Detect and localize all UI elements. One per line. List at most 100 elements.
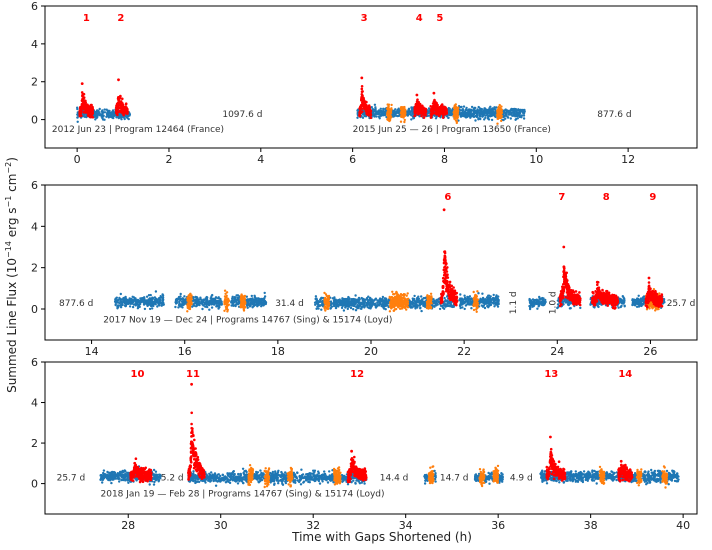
quiescent-point bbox=[411, 299, 415, 302]
quiescent-point bbox=[123, 296, 126, 300]
quiescent-point bbox=[210, 306, 214, 309]
quiescent-point bbox=[622, 299, 626, 302]
quiescent-point bbox=[357, 296, 361, 300]
quiescent-point bbox=[361, 116, 365, 120]
quiescent-point bbox=[521, 109, 524, 113]
quiescent-point bbox=[179, 298, 182, 302]
quiescent-point bbox=[458, 304, 462, 308]
quiescent-point bbox=[443, 296, 446, 300]
highlight-point bbox=[455, 112, 459, 115]
quiescent-point bbox=[76, 116, 79, 119]
quiescent-point bbox=[159, 302, 163, 305]
quiescent-point bbox=[528, 307, 532, 311]
quiescent-point bbox=[96, 110, 100, 114]
quiescent-point bbox=[432, 298, 435, 301]
flare-point bbox=[420, 110, 423, 113]
flare-point bbox=[114, 106, 118, 109]
quiescent-point bbox=[383, 113, 387, 117]
highlight-point bbox=[241, 299, 244, 303]
flare-point bbox=[81, 106, 84, 110]
quiescent-point bbox=[316, 302, 320, 306]
quiescent-point bbox=[110, 114, 113, 118]
quiescent-point bbox=[473, 112, 476, 115]
quiescent-point bbox=[489, 110, 492, 113]
quiescent-point bbox=[479, 113, 483, 116]
quiescent-point bbox=[348, 303, 351, 306]
quiescent-point bbox=[374, 297, 378, 300]
quiescent-point bbox=[492, 301, 496, 305]
highlight-point bbox=[498, 103, 501, 107]
flare-point bbox=[359, 105, 363, 109]
highlight-point bbox=[390, 103, 393, 107]
quiescent-point bbox=[124, 304, 127, 308]
quiescent-point bbox=[178, 300, 181, 304]
highlight-point bbox=[190, 301, 193, 304]
quiescent-point bbox=[420, 298, 424, 301]
quiescent-point bbox=[484, 110, 487, 113]
highlight-point bbox=[326, 307, 330, 311]
flare-point bbox=[82, 92, 86, 96]
flare-label-2: 2 bbox=[117, 13, 124, 24]
quiescent-point bbox=[161, 299, 165, 303]
quiescent-point bbox=[214, 297, 217, 300]
quiescent-point bbox=[470, 297, 473, 300]
quiescent-point bbox=[246, 298, 249, 301]
quiescent-point bbox=[489, 114, 492, 118]
quiescent-point bbox=[119, 292, 123, 296]
quiescent-point bbox=[198, 298, 201, 301]
quiescent-point bbox=[522, 112, 526, 115]
highlight-point bbox=[186, 299, 189, 302]
highlight-point bbox=[386, 107, 389, 110]
quiescent-point bbox=[356, 116, 359, 120]
flare-label-3: 3 bbox=[361, 13, 368, 24]
highlight-point bbox=[223, 309, 226, 312]
flare-point bbox=[419, 105, 422, 109]
highlight-point bbox=[497, 116, 500, 120]
quiescent-point bbox=[481, 301, 484, 304]
highlight-point bbox=[404, 109, 407, 112]
quiescent-point bbox=[515, 117, 518, 121]
quiescent-point bbox=[197, 301, 201, 305]
highlight-point bbox=[390, 307, 393, 310]
quiescent-point bbox=[362, 305, 366, 308]
quiescent-point bbox=[354, 294, 357, 297]
quiescent-point bbox=[542, 297, 545, 300]
flare-point bbox=[121, 97, 124, 101]
quiescent-point bbox=[124, 299, 127, 303]
highlight-point bbox=[391, 290, 394, 293]
quiescent-point bbox=[407, 109, 410, 112]
quiescent-point bbox=[382, 300, 386, 304]
quiescent-point bbox=[505, 111, 508, 114]
quiescent-point bbox=[462, 105, 466, 108]
quiescent-point bbox=[623, 304, 626, 307]
quiescent-point bbox=[481, 305, 485, 308]
quiescent-point bbox=[432, 300, 435, 303]
flare-point bbox=[118, 95, 122, 98]
quiescent-point bbox=[467, 302, 470, 306]
quiescent-point bbox=[117, 116, 121, 120]
quiescent-point bbox=[178, 305, 182, 308]
quiescent-point bbox=[318, 304, 322, 307]
quiescent-point bbox=[119, 300, 122, 303]
quiescent-point bbox=[376, 112, 379, 116]
flare-point bbox=[437, 109, 441, 112]
quiescent-point bbox=[338, 300, 341, 303]
quiescent-point bbox=[253, 298, 256, 301]
flare-peak-point bbox=[415, 93, 419, 97]
quiescent-point bbox=[463, 307, 466, 311]
highlight-point bbox=[226, 297, 230, 300]
quiescent-point bbox=[232, 300, 236, 303]
highlight-point bbox=[403, 118, 406, 122]
quiescent-point bbox=[543, 303, 546, 306]
highlight-point bbox=[499, 107, 502, 111]
flare-point bbox=[430, 114, 433, 118]
quiescent-point bbox=[216, 300, 220, 303]
quiescent-point bbox=[562, 300, 565, 303]
quiescent-point bbox=[450, 113, 453, 117]
quiescent-point bbox=[175, 301, 179, 305]
quiescent-point bbox=[482, 109, 485, 113]
highlight-point bbox=[243, 300, 246, 303]
quiescent-point bbox=[346, 299, 350, 302]
quiescent-point bbox=[512, 113, 516, 116]
quiescent-point bbox=[381, 298, 384, 301]
